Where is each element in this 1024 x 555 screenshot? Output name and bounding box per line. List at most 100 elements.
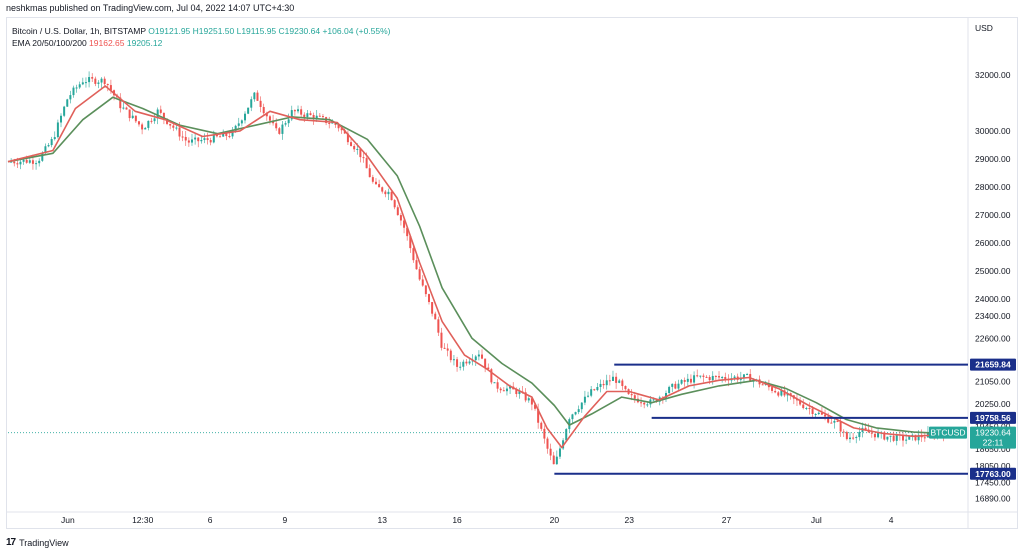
candle-body xyxy=(156,109,159,119)
candle-body xyxy=(546,438,549,449)
candle-body xyxy=(845,432,848,440)
candle-body xyxy=(31,160,34,164)
time-tick-label: 13 xyxy=(377,515,387,525)
candle-body xyxy=(16,163,19,165)
level-price-badge xyxy=(970,358,1016,371)
candle-body xyxy=(465,361,468,364)
candle-body xyxy=(387,191,390,195)
candle-body xyxy=(297,109,300,112)
last-price-label: 19230.64 xyxy=(975,428,1011,438)
time-tick-label: Jun xyxy=(61,515,75,525)
chart-frame xyxy=(6,17,1018,529)
candle-body xyxy=(275,123,278,129)
candle-body xyxy=(175,127,178,129)
candle-body xyxy=(618,380,621,383)
candle-body xyxy=(643,402,646,405)
candle-body xyxy=(153,118,156,122)
candle-body xyxy=(587,395,590,397)
candle-body xyxy=(836,420,839,422)
candle-body xyxy=(409,236,412,249)
candle-body xyxy=(209,140,212,143)
candle-body xyxy=(106,84,109,86)
candle-body xyxy=(686,378,689,382)
candle-body xyxy=(552,455,555,465)
candle-body xyxy=(203,138,206,140)
candle-body xyxy=(340,128,343,131)
bar-countdown-label: 22:11 xyxy=(983,438,1004,448)
price-tick-label: 18050.00 xyxy=(975,461,1011,471)
candle-body xyxy=(281,124,284,134)
candle-body xyxy=(789,393,792,396)
candle-body xyxy=(69,95,72,100)
candle-body xyxy=(399,215,402,221)
candle-body xyxy=(381,187,384,192)
candle-body xyxy=(711,375,714,381)
candle-body xyxy=(652,399,655,401)
candle-body xyxy=(215,134,218,137)
candle-body xyxy=(418,269,421,280)
candle-body xyxy=(303,114,306,117)
candle-body xyxy=(268,116,271,121)
candle-body xyxy=(318,115,321,117)
candle-body xyxy=(300,109,303,115)
candle-body xyxy=(883,432,886,440)
candle-body xyxy=(262,106,265,114)
candle-body xyxy=(190,139,193,143)
candle-body xyxy=(705,376,708,378)
price-tick-label: 29000.00 xyxy=(975,154,1011,164)
legend-symbol: Bitcoin / U.S. Dollar, 1h, BITSTAMP xyxy=(12,26,146,36)
level-price-label: 21659.84 xyxy=(975,360,1011,370)
candle-body xyxy=(474,356,477,361)
candle-body xyxy=(668,386,671,394)
candle-body xyxy=(714,375,717,377)
price-tick-label: 19450.00 xyxy=(975,422,1011,432)
candle-body xyxy=(390,191,393,201)
candle-body xyxy=(780,390,783,396)
candle-body xyxy=(771,387,774,391)
candle-body xyxy=(328,122,331,124)
candle-body xyxy=(231,130,234,137)
price-tick-label: 27000.00 xyxy=(975,210,1011,220)
candle-body xyxy=(499,388,502,391)
candle-body xyxy=(365,158,368,169)
legend-ohlc: O19121.95 H19251.50 L19115.95 C19230.64 … xyxy=(148,26,391,36)
footer: 17 TradingView xyxy=(6,537,69,548)
legend-ema-row: EMA 20/50/100/200 19162.65 19205.12 xyxy=(12,37,391,49)
candle-body xyxy=(839,421,842,432)
candle-body xyxy=(802,404,805,409)
candle-body xyxy=(371,177,374,182)
time-tick-label: 20 xyxy=(550,515,560,525)
candle-body xyxy=(524,392,527,401)
candle-body xyxy=(359,148,362,158)
candle-body xyxy=(605,380,608,386)
price-tick-label: 16890.00 xyxy=(975,493,1011,503)
ema-slow-line xyxy=(7,96,944,435)
candle-body xyxy=(94,78,97,84)
candle-body xyxy=(509,386,512,389)
candle-body xyxy=(247,107,250,114)
candle-body xyxy=(415,260,418,270)
candle-body xyxy=(440,332,443,348)
candle-body xyxy=(306,113,309,117)
candle-body xyxy=(864,427,867,430)
price-tick-label: 32000.00 xyxy=(975,70,1011,80)
symbol-badge-label: BTCUSD xyxy=(931,428,966,438)
level-price-badge xyxy=(970,467,1016,480)
candle-body xyxy=(555,456,558,465)
price-tick-label: 21050.00 xyxy=(975,377,1011,387)
price-tick-label: 30000.00 xyxy=(975,126,1011,136)
candle-body xyxy=(665,393,668,398)
last-price-badge xyxy=(970,426,1016,449)
candle-body xyxy=(293,110,296,112)
candle-body xyxy=(593,389,596,391)
candle-body xyxy=(181,136,184,138)
candle-body xyxy=(91,77,94,79)
candle-body xyxy=(624,386,627,390)
candle-body xyxy=(683,380,686,382)
candle-body xyxy=(459,366,462,368)
candle-body xyxy=(877,432,880,438)
candle-body xyxy=(125,107,128,110)
candle-body xyxy=(47,145,50,147)
candle-body xyxy=(134,115,137,122)
